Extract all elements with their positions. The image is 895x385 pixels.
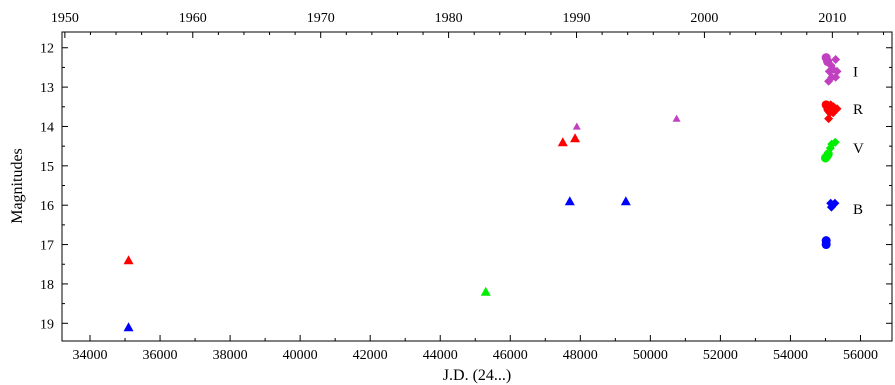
- x-axis: 34000 36000 38000 40000 42000 44000 46000 48000…: [73, 335, 878, 363]
- y-tick-label: 19: [40, 317, 54, 332]
- y-tick-label: 12: [40, 42, 54, 57]
- x-tick-label: 40000: [283, 348, 318, 363]
- x-tick-label: 46000: [493, 348, 528, 363]
- x-tick-label: 44000: [423, 348, 458, 363]
- data-point: [480, 286, 491, 296]
- y-tick-label: 17: [40, 239, 54, 254]
- top-tick-label: 1990: [563, 11, 591, 26]
- band-label: I: [853, 64, 858, 80]
- y-tick-label: 13: [40, 81, 54, 96]
- data-point: [620, 196, 631, 206]
- data-point: [570, 133, 581, 143]
- top-tick-label: 1950: [51, 11, 79, 26]
- x-tick-label: 48000: [563, 348, 598, 363]
- data-point: [557, 137, 568, 147]
- top-axis: 1950 1960 1970 1980 1990 2000 2010: [51, 11, 885, 38]
- data-point: [831, 72, 841, 82]
- data-point: [826, 202, 836, 212]
- x-tick-label: 52000: [703, 348, 738, 363]
- data-point: [824, 76, 834, 86]
- x-tick-label: 54000: [773, 348, 808, 363]
- band-label: V: [853, 141, 864, 157]
- data-point: [830, 137, 840, 147]
- plot-frame: [61, 31, 893, 342]
- data-point: [831, 55, 841, 65]
- top-tick-label: 1960: [179, 11, 207, 26]
- band-labels: I R V B: [853, 64, 864, 218]
- y-tick-label: 14: [40, 120, 54, 135]
- top-tick-label: 1980: [435, 11, 463, 26]
- x-tick-label: 34000: [73, 348, 108, 363]
- top-tick-label: 2000: [690, 11, 718, 26]
- y-axis: 12 13 14 15 16 17 18 19: [40, 42, 892, 332]
- data-point: [824, 114, 834, 124]
- x-tick-label: 50000: [633, 348, 668, 363]
- y-axis-title: Magnitudes: [9, 148, 26, 224]
- x-tick-label: 36000: [143, 348, 178, 363]
- data-point: [572, 122, 581, 130]
- x-tick-label: 56000: [843, 348, 878, 363]
- data-point: [832, 66, 842, 76]
- data-point: [123, 322, 134, 332]
- x-tick-label: 42000: [353, 348, 388, 363]
- y-tick-label: 15: [40, 160, 54, 175]
- data-point: [123, 255, 134, 265]
- x-tick-label: 38000: [213, 348, 248, 363]
- y-tick-label: 18: [40, 278, 54, 293]
- top-tick-label: 1970: [307, 11, 335, 26]
- band-label: R: [853, 102, 863, 118]
- top-tick-label: 2010: [818, 11, 846, 26]
- data-point: [821, 240, 831, 250]
- data-point: [672, 114, 681, 122]
- data-points: [123, 53, 842, 332]
- y-tick-label: 16: [40, 199, 54, 214]
- data-point: [564, 196, 575, 206]
- data-point: [828, 108, 838, 118]
- band-label: B: [853, 202, 863, 218]
- x-axis-title: J.D. (24...): [443, 367, 511, 384]
- data-point: [825, 143, 835, 153]
